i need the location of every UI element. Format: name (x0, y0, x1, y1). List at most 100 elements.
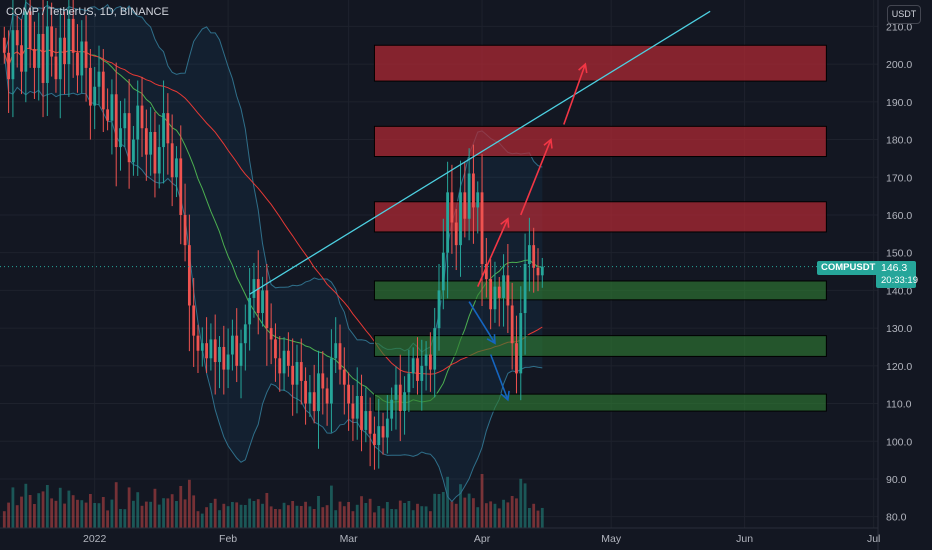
candle-body (226, 354, 230, 370)
candle-body (368, 411, 372, 434)
candle-body (334, 343, 338, 359)
arrow-down-shaft (489, 354, 509, 401)
resistance-zone (373, 44, 827, 82)
volume-bar (312, 509, 316, 528)
volume-bar (132, 500, 135, 528)
candle-body (338, 343, 342, 370)
candle-body (317, 373, 320, 412)
y-tick-label: 120.0 (886, 361, 912, 373)
volume-bar (144, 501, 148, 528)
volume-bar (428, 511, 432, 528)
candle-body (527, 245, 531, 264)
volume-bar (252, 501, 256, 528)
arrow-up-head (500, 217, 510, 228)
candle-body (101, 71, 105, 110)
candle-body (58, 37, 62, 80)
y-tick-label: 200.0 (886, 59, 912, 71)
candle-body (54, 56, 58, 80)
candle-body (398, 384, 402, 412)
volume-bar (140, 505, 144, 528)
volume-bar (114, 482, 118, 528)
volume-bar (519, 478, 523, 528)
drawing-tools[interactable] (0, 10, 878, 402)
y-tick-label: 110.0 (886, 399, 912, 411)
volume-bar (497, 508, 501, 528)
candle-body (459, 192, 462, 246)
candle-body (355, 396, 359, 419)
volume-bar (347, 502, 351, 528)
volume-bar (127, 487, 131, 528)
candle-body (88, 67, 92, 106)
arrow-up-head (543, 137, 553, 149)
moving-averages (3, 47, 543, 404)
resistance-zone (373, 201, 827, 233)
arrow-up-shaft (520, 139, 552, 216)
volume-bar (205, 507, 208, 528)
volume-bar (136, 492, 140, 528)
candle-body (231, 335, 234, 355)
candle-body (403, 392, 406, 412)
price-axis[interactable]: 210.0 200.0 190.0 180.0 170.0 160.0 150.0 140.0… (877, 0, 912, 550)
candle-body (291, 365, 295, 385)
candle-body (295, 362, 299, 385)
candle-body (97, 71, 101, 87)
x-tick-label: Jun (736, 533, 753, 545)
volume-bar (2, 511, 6, 528)
volume-bar (88, 494, 92, 528)
candle-body (450, 192, 454, 223)
volume-bar (515, 498, 518, 528)
candle-body (463, 192, 467, 219)
time-axis[interactable]: 2022 Feb Mar Apr May Jun Jul (0, 527, 880, 545)
candle-body (183, 214, 187, 246)
candle-body (407, 373, 411, 393)
candle-body (149, 132, 153, 155)
candle-body (274, 339, 277, 359)
y-tick-label: 160.0 (886, 210, 912, 222)
volume-bar (295, 505, 299, 528)
price-zones[interactable] (373, 44, 827, 412)
candle-body (239, 343, 243, 366)
ma-fast (3, 47, 543, 404)
volume-bar (15, 505, 19, 528)
volume-bar (325, 505, 329, 528)
support-zone (373, 280, 827, 301)
x-tick-label: Mar (340, 533, 359, 545)
last-price-value: 146.3 (881, 262, 908, 274)
candle-body (140, 105, 144, 129)
volume-bar (360, 496, 363, 528)
volume-bar (394, 509, 398, 528)
candle-body (377, 426, 381, 446)
candle-body (37, 33, 41, 68)
resistance-zone (373, 125, 827, 158)
volume-bar (175, 501, 178, 528)
candle-body (41, 33, 45, 83)
candle-body (63, 37, 66, 65)
volume-bar (416, 503, 419, 528)
volume-bar (377, 506, 381, 528)
volume-bar (93, 503, 97, 528)
candle-body (480, 192, 484, 264)
volume-bar (196, 511, 200, 528)
volume-bar (209, 503, 213, 528)
volume-bar (506, 502, 510, 528)
volume-bar (261, 503, 264, 528)
volume-bar (149, 501, 153, 528)
arrow-down-head (500, 390, 510, 402)
volume-bar (192, 495, 196, 528)
candle-body (127, 113, 131, 163)
candle-body (360, 396, 363, 430)
volume-bar (97, 503, 101, 528)
currency-unit-button[interactable]: USDT (887, 5, 921, 24)
candle-body (312, 392, 316, 412)
candle-body (11, 30, 15, 80)
candle-body (2, 37, 6, 53)
y-tick-label: 170.0 (886, 172, 912, 184)
volume-bar (527, 508, 531, 528)
candle-body (424, 354, 428, 366)
candle-body (472, 173, 475, 208)
volume-bar (433, 493, 437, 528)
volume-bar (274, 509, 277, 528)
candle-body (123, 113, 127, 129)
candle-body (7, 52, 11, 80)
